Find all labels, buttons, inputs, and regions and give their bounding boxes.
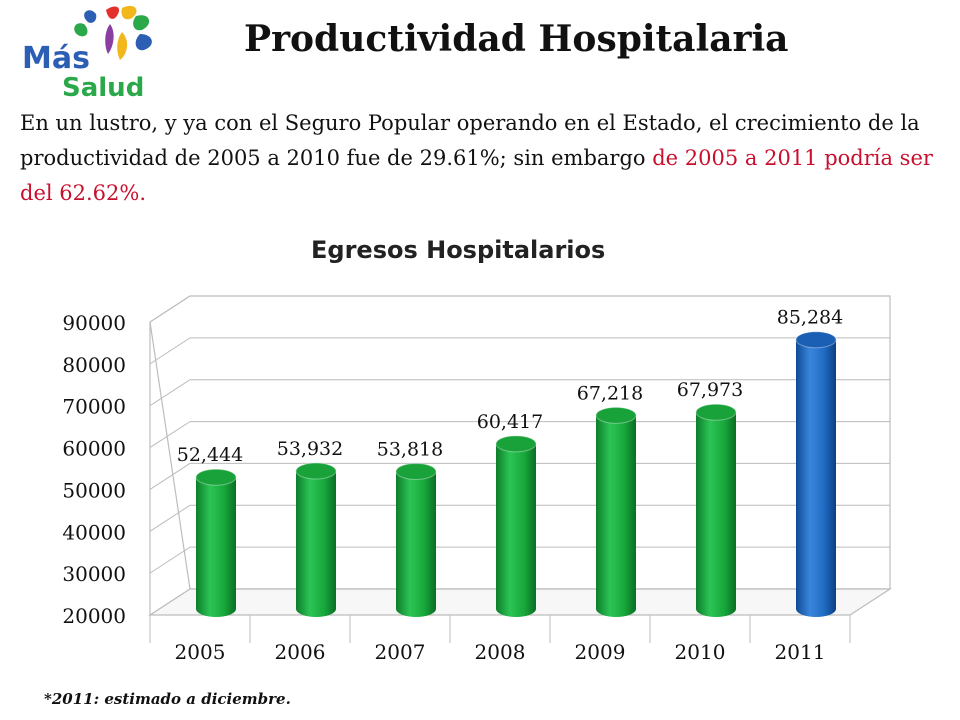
page-title: Productividad Hospitalaria xyxy=(244,18,789,60)
bar-2007 xyxy=(395,462,437,617)
gridline xyxy=(149,337,890,365)
x-tick-label: 2006 xyxy=(275,640,326,664)
bar-chart: 20000 30000 40000 50000 60000 70000 80000 90000… xyxy=(62,295,893,664)
footnote: *2011: estimado a diciembre. xyxy=(44,690,291,708)
x-tick-label: 2011 xyxy=(775,640,826,664)
bar-body xyxy=(396,471,436,617)
bar-top xyxy=(495,435,537,453)
y-tick-label: 80000 xyxy=(62,353,126,377)
bar-body xyxy=(296,470,336,617)
gridline xyxy=(149,462,890,490)
x-tick-label: 2009 xyxy=(575,640,626,664)
x-tick-label: 2010 xyxy=(675,640,726,664)
bar-2009 xyxy=(595,406,637,617)
bar-2006 xyxy=(295,462,337,617)
data-label: 53,818 xyxy=(377,438,443,460)
bar-top xyxy=(295,462,337,480)
intro-paragraph: En un lustro, y ya con el Seguro Popular… xyxy=(20,106,950,211)
y-tick-label: 70000 xyxy=(62,395,126,419)
data-label: 85,284 xyxy=(777,307,843,329)
y-tick-label: 50000 xyxy=(62,478,126,502)
bar-body xyxy=(496,443,536,617)
mas-salud-logo: Más Salud xyxy=(22,5,152,102)
intro-highlight: de 2005 a 2011 podría ser del 62.62%. xyxy=(20,146,933,205)
intro-text: En un lustro, y ya con el Seguro Popular… xyxy=(20,111,920,170)
y-tick-label: 20000 xyxy=(62,604,126,628)
gridline xyxy=(149,504,890,532)
gridline xyxy=(149,421,890,448)
y-tick-label: 40000 xyxy=(62,520,126,544)
gridline xyxy=(149,295,890,323)
bar-2011 xyxy=(795,331,837,617)
bar-top xyxy=(195,468,237,486)
bar-top xyxy=(695,403,737,421)
gridline xyxy=(149,546,890,574)
x-tick-label: 2007 xyxy=(375,640,426,664)
bar-2005 xyxy=(195,468,237,617)
data-label: 52,444 xyxy=(177,444,243,466)
bar-top xyxy=(795,331,837,349)
logo-mas-text: Más xyxy=(22,41,90,76)
bar-top xyxy=(395,462,437,480)
bar-body xyxy=(196,477,236,617)
bar-top xyxy=(595,406,637,424)
data-label: 67,218 xyxy=(577,382,643,404)
bar-2010 xyxy=(695,403,737,617)
data-label: 53,932 xyxy=(277,438,343,460)
y-tick-label: 90000 xyxy=(62,311,126,335)
y-tick-label: 30000 xyxy=(62,562,126,586)
x-tick-label: 2005 xyxy=(175,640,226,664)
data-label: 67,973 xyxy=(677,379,743,401)
logo-salud-text: Salud xyxy=(62,73,144,102)
chart-title: Egresos Hospitalarios xyxy=(311,236,606,264)
bar-body xyxy=(596,415,636,617)
y-tick-label: 60000 xyxy=(62,437,126,461)
bar-body xyxy=(696,412,736,617)
bar-body xyxy=(796,339,836,617)
gridline xyxy=(149,588,890,616)
bar-2008 xyxy=(495,435,537,617)
data-label: 60,417 xyxy=(477,411,543,433)
x-tick-label: 2008 xyxy=(475,640,526,664)
gridline xyxy=(149,379,890,407)
